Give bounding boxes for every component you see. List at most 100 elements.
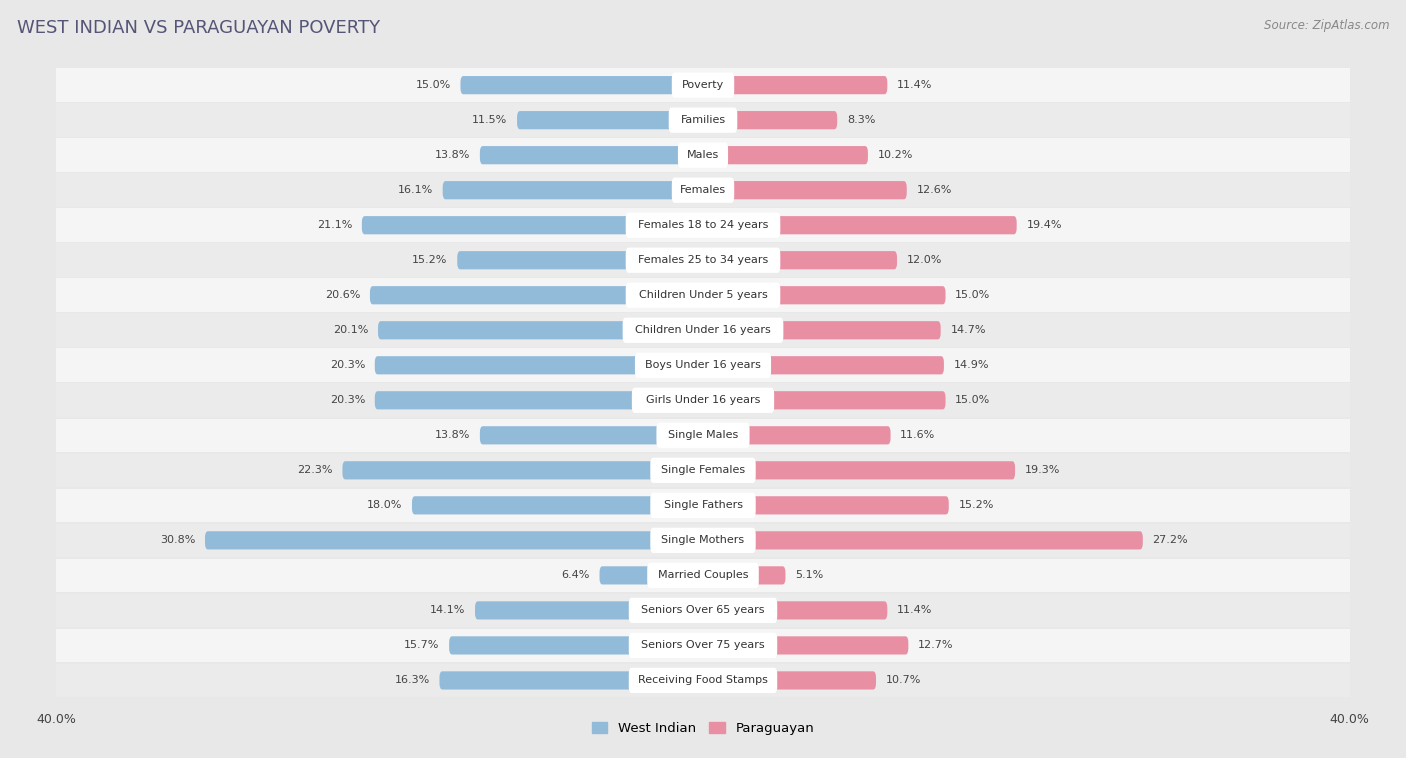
Text: 21.1%: 21.1% [316,221,352,230]
FancyBboxPatch shape [672,177,734,203]
Text: 12.0%: 12.0% [907,255,942,265]
Text: 14.1%: 14.1% [430,606,465,615]
Text: Receiving Food Stamps: Receiving Food Stamps [638,675,768,685]
Bar [56,139,1350,172]
Text: Families: Families [681,115,725,125]
Text: 20.3%: 20.3% [329,360,366,370]
FancyBboxPatch shape [703,111,837,130]
Bar [56,174,1350,207]
FancyBboxPatch shape [370,286,703,305]
Text: Single Fathers: Single Fathers [664,500,742,510]
Text: Females 18 to 24 years: Females 18 to 24 years [638,221,768,230]
Text: 15.0%: 15.0% [955,396,990,406]
FancyBboxPatch shape [703,216,1017,234]
FancyBboxPatch shape [378,321,703,340]
FancyBboxPatch shape [626,248,780,273]
Text: Married Couples: Married Couples [658,570,748,581]
Text: 27.2%: 27.2% [1153,535,1188,545]
FancyBboxPatch shape [457,251,703,269]
Text: 20.6%: 20.6% [325,290,360,300]
Bar [56,384,1350,417]
Bar [56,418,1350,452]
Text: 10.2%: 10.2% [877,150,912,160]
Text: 20.3%: 20.3% [329,396,366,406]
Text: 14.9%: 14.9% [953,360,988,370]
FancyBboxPatch shape [440,672,703,690]
Text: 10.7%: 10.7% [886,675,921,685]
Text: 11.4%: 11.4% [897,80,932,90]
FancyBboxPatch shape [628,668,778,693]
Text: 13.8%: 13.8% [434,150,470,160]
Text: Children Under 16 years: Children Under 16 years [636,325,770,335]
Text: 22.3%: 22.3% [297,465,333,475]
FancyBboxPatch shape [651,528,755,553]
FancyBboxPatch shape [703,566,786,584]
Text: 19.4%: 19.4% [1026,221,1062,230]
Legend: West Indian, Paraguayan: West Indian, Paraguayan [586,716,820,741]
Text: Single Mothers: Single Mothers [661,535,745,545]
FancyBboxPatch shape [631,387,775,413]
FancyBboxPatch shape [628,633,778,658]
Bar [56,489,1350,522]
FancyBboxPatch shape [703,146,868,164]
Text: 13.8%: 13.8% [434,431,470,440]
FancyBboxPatch shape [703,496,949,515]
FancyBboxPatch shape [651,458,755,483]
Text: 11.6%: 11.6% [900,431,935,440]
FancyBboxPatch shape [703,391,945,409]
FancyBboxPatch shape [703,286,945,305]
Bar [56,628,1350,662]
FancyBboxPatch shape [678,143,728,168]
FancyBboxPatch shape [479,426,703,444]
Bar [56,314,1350,347]
Text: Girls Under 16 years: Girls Under 16 years [645,396,761,406]
FancyBboxPatch shape [703,356,943,374]
Bar [56,453,1350,487]
Text: Seniors Over 75 years: Seniors Over 75 years [641,641,765,650]
Text: 15.2%: 15.2% [959,500,994,510]
Text: 12.6%: 12.6% [917,185,952,196]
FancyBboxPatch shape [479,146,703,164]
Text: Children Under 5 years: Children Under 5 years [638,290,768,300]
Bar [56,68,1350,102]
FancyBboxPatch shape [626,283,780,308]
Text: Males: Males [688,150,718,160]
FancyBboxPatch shape [517,111,703,130]
FancyBboxPatch shape [412,496,703,515]
Text: 16.1%: 16.1% [398,185,433,196]
FancyBboxPatch shape [205,531,703,550]
Text: 12.7%: 12.7% [918,641,953,650]
Text: 18.0%: 18.0% [367,500,402,510]
FancyBboxPatch shape [628,598,778,623]
Bar [56,594,1350,627]
FancyBboxPatch shape [623,318,783,343]
Text: 11.4%: 11.4% [897,606,932,615]
Text: 16.3%: 16.3% [395,675,430,685]
FancyBboxPatch shape [703,181,907,199]
FancyBboxPatch shape [361,216,703,234]
Text: Single Males: Single Males [668,431,738,440]
Text: Single Females: Single Females [661,465,745,475]
Bar [56,663,1350,697]
Bar [56,524,1350,557]
FancyBboxPatch shape [475,601,703,619]
Text: 19.3%: 19.3% [1025,465,1060,475]
FancyBboxPatch shape [703,636,908,654]
Bar [56,208,1350,242]
FancyBboxPatch shape [461,76,703,94]
FancyBboxPatch shape [703,321,941,340]
FancyBboxPatch shape [647,562,759,588]
FancyBboxPatch shape [703,251,897,269]
Text: Boys Under 16 years: Boys Under 16 years [645,360,761,370]
FancyBboxPatch shape [375,391,703,409]
Bar [56,103,1350,137]
FancyBboxPatch shape [703,531,1143,550]
FancyBboxPatch shape [343,461,703,479]
Text: 11.5%: 11.5% [472,115,508,125]
FancyBboxPatch shape [703,461,1015,479]
Text: 6.4%: 6.4% [561,570,591,581]
Bar [56,243,1350,277]
Text: 15.2%: 15.2% [412,255,447,265]
FancyBboxPatch shape [375,356,703,374]
FancyBboxPatch shape [657,423,749,448]
